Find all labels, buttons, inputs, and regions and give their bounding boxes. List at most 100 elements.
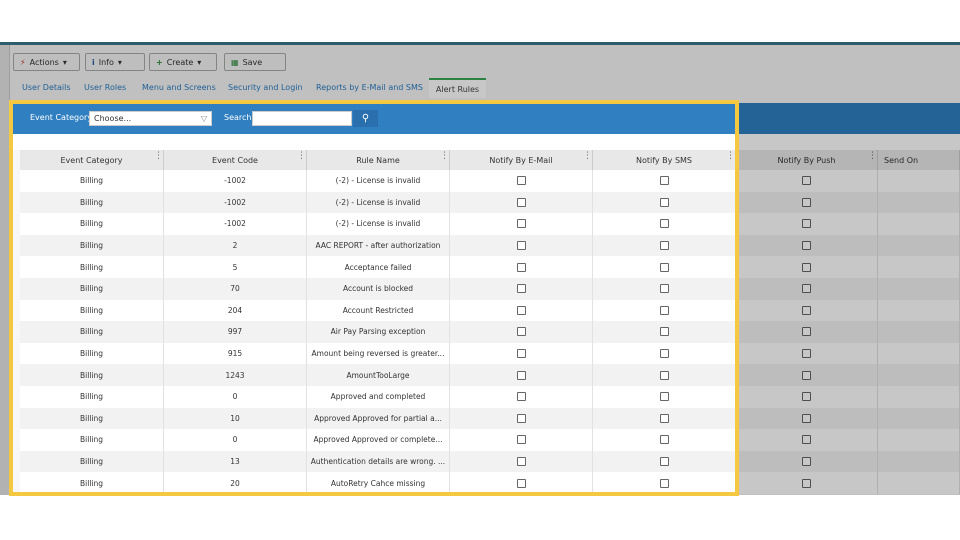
checkbox-cell: [736, 213, 878, 235]
checkbox[interactable]: [516, 176, 526, 186]
highlight-box: [9, 100, 739, 496]
checkbox[interactable]: [516, 457, 526, 467]
table-cell: (-2) - License is invalid: [307, 191, 450, 214]
tab[interactable]: Menu and Screens: [142, 83, 216, 92]
table-cell: 0: [164, 429, 307, 451]
checkbox[interactable]: [659, 241, 669, 251]
checkbox[interactable]: [659, 327, 669, 337]
table-cell: 1243: [164, 364, 307, 386]
checkbox[interactable]: [516, 305, 526, 315]
checkbox[interactable]: [659, 392, 669, 402]
checkbox[interactable]: [659, 435, 669, 445]
table-cell: Billing: [20, 299, 164, 322]
checkbox-cell: [593, 299, 736, 322]
checkbox[interactable]: [802, 197, 811, 207]
checkbox[interactable]: [659, 413, 669, 423]
checkbox[interactable]: [516, 197, 526, 207]
checkbox[interactable]: [802, 241, 811, 251]
column-menu[interactable]: ⋮: [726, 151, 735, 161]
checkbox[interactable]: [659, 457, 669, 467]
tab[interactable]: User Roles: [84, 83, 127, 92]
checkbox[interactable]: [802, 370, 811, 380]
checkbox[interactable]: [516, 392, 526, 402]
checkbox[interactable]: [659, 262, 669, 272]
category-select[interactable]: Choose... ▽: [89, 111, 212, 126]
checkbox[interactable]: [802, 478, 811, 488]
checkbox[interactable]: [659, 305, 669, 315]
checkbox-cell: [736, 170, 878, 192]
table-cell: Billing: [20, 342, 164, 365]
checkbox[interactable]: [516, 219, 526, 229]
checkbox-cell: [736, 429, 878, 451]
checkbox[interactable]: [802, 284, 811, 294]
checkbox-cell: [450, 191, 593, 214]
button-label: Info: [98, 57, 114, 67]
checkbox[interactable]: [802, 305, 811, 315]
button-label: Save: [242, 57, 263, 67]
checkbox[interactable]: [802, 349, 811, 359]
tab[interactable]: Security and Login: [228, 83, 303, 92]
table-cell: Billing: [20, 407, 164, 430]
checkbox[interactable]: [516, 241, 526, 251]
checkbox[interactable]: [516, 478, 526, 488]
table-cell: AAC REPORT - after authorization: [307, 234, 450, 257]
table-cell: Account is blocked: [307, 278, 450, 300]
table-cell: Account Restricted: [307, 299, 450, 322]
filter-label: Event Category: [30, 113, 93, 122]
search-input[interactable]: [252, 111, 352, 126]
table-cell: Amount being reversed is greater...: [307, 342, 450, 365]
create-button[interactable]: + Create ▾: [149, 53, 217, 71]
actions-button[interactable]: ⚡ Actions ▾: [13, 53, 80, 71]
checkbox[interactable]: [516, 349, 526, 359]
column-menu[interactable]: ⋮: [868, 151, 877, 161]
checkbox-cell: [736, 364, 878, 386]
checkbox[interactable]: [659, 370, 669, 380]
table-cell: 13: [164, 450, 307, 473]
checkbox[interactable]: [659, 219, 669, 229]
checkbox[interactable]: [802, 219, 811, 229]
column-header: Event Category: [20, 150, 164, 170]
checkbox-cell: [450, 278, 593, 300]
checkbox[interactable]: [516, 435, 526, 445]
column-menu[interactable]: ⋮: [154, 151, 163, 161]
checkbox[interactable]: [802, 435, 811, 445]
active-tab[interactable]: Alert Rules: [429, 78, 486, 98]
checkbox[interactable]: [659, 176, 669, 186]
column-menu[interactable]: ⋮: [583, 151, 592, 161]
checkbox[interactable]: [659, 349, 669, 359]
table-cell: (-2) - License is invalid: [307, 213, 450, 235]
checkbox-cell: [736, 342, 878, 365]
checkbox[interactable]: [659, 478, 669, 488]
checkbox-cell: [450, 450, 593, 473]
search-button[interactable]: ⚲: [353, 110, 378, 127]
table-cell: -1002: [164, 191, 307, 214]
checkbox-cell: [450, 321, 593, 343]
checkbox[interactable]: [802, 413, 811, 423]
checkbox[interactable]: [516, 327, 526, 337]
checkbox[interactable]: [516, 413, 526, 423]
checkbox-cell: [736, 256, 878, 278]
table-cell: Approved Approved for partial a...: [307, 407, 450, 430]
checkbox[interactable]: [659, 284, 669, 294]
checkbox[interactable]: [516, 284, 526, 294]
column-menu[interactable]: ⋮: [440, 151, 449, 161]
column-menu[interactable]: ⋮: [297, 151, 306, 161]
tab[interactable]: Reports by E-Mail and SMS: [316, 83, 423, 92]
column-header: Notify By Push: [736, 150, 878, 170]
checkbox[interactable]: [802, 392, 811, 402]
checkbox-cell: [450, 386, 593, 408]
checkbox[interactable]: [802, 457, 811, 467]
checkbox[interactable]: [802, 327, 811, 337]
checkbox-cell: [450, 407, 593, 430]
checkbox[interactable]: [659, 197, 669, 207]
checkbox[interactable]: [802, 176, 811, 186]
checkbox[interactable]: [516, 370, 526, 380]
save-button[interactable]: ▦ Save: [224, 53, 286, 71]
info-button[interactable]: i Info ▾: [85, 53, 145, 71]
checkbox-cell: [736, 450, 878, 473]
checkbox[interactable]: [802, 262, 811, 272]
checkbox-cell: [736, 278, 878, 300]
table-cell: 70: [164, 278, 307, 300]
checkbox[interactable]: [516, 262, 526, 272]
tab[interactable]: User Details: [22, 83, 71, 92]
